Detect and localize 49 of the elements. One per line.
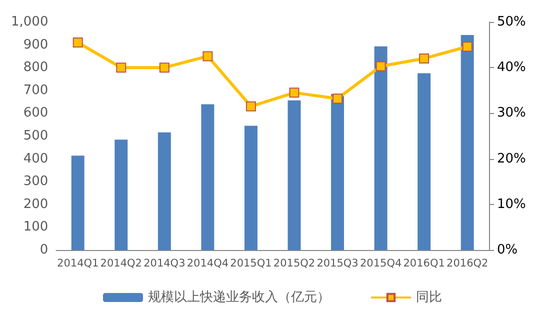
point <box>116 62 126 73</box>
y2-tick-label: 40% <box>497 60 526 76</box>
bar <box>460 34 474 250</box>
y-tick-label: 500 <box>23 128 48 144</box>
point <box>419 53 430 64</box>
x-tick-label: 2016Q1 <box>403 258 445 270</box>
x-tick-label: 2015Q1 <box>230 258 272 270</box>
bar <box>201 104 214 250</box>
y2-tick-label: 0% <box>497 242 518 258</box>
point <box>246 101 256 112</box>
point <box>289 88 300 98</box>
point <box>72 38 83 48</box>
y-tick-label: 200 <box>23 196 48 212</box>
y-tick-label: 600 <box>23 106 48 121</box>
bar <box>374 46 388 250</box>
x-tick-label: 2016Q2 <box>446 258 488 270</box>
y2-tick-label: 30% <box>497 106 526 121</box>
point <box>332 94 343 104</box>
bar <box>418 73 431 250</box>
point <box>202 51 213 62</box>
x-tick-label: 2015Q3 <box>316 258 358 270</box>
bar <box>288 100 301 250</box>
point <box>462 42 472 52</box>
x-tick-label: 2014Q2 <box>100 258 142 270</box>
x-tick-label: 2015Q4 <box>360 258 402 270</box>
y-tick-label: 400 <box>23 151 48 166</box>
x-tick-label: 2014Q1 <box>57 258 99 270</box>
y2-tick-label: 20% <box>497 151 526 166</box>
bar <box>331 94 344 250</box>
y-tick-label: 100 <box>23 220 48 235</box>
point <box>159 62 170 73</box>
y-tick-label: 700 <box>23 82 48 98</box>
y2-tick-label: 10% <box>497 196 526 212</box>
legend-label: 规模以上快递业务收入（亿元） <box>148 290 330 305</box>
bar <box>244 126 258 250</box>
point <box>376 61 386 72</box>
bar <box>158 132 171 250</box>
x-tick-label: 2014Q4 <box>186 258 229 270</box>
bar <box>114 140 128 250</box>
y2-tick-label: 50% <box>497 14 526 30</box>
legend-label: 同比 <box>416 290 442 305</box>
x-tick-label: 2014Q3 <box>144 258 186 270</box>
bar <box>71 156 84 250</box>
y-tick-label: 1,000 <box>11 14 48 30</box>
y-tick-label: 300 <box>23 174 48 190</box>
y-tick-label: 900 <box>23 37 48 52</box>
x-tick-label: 2015Q2 <box>273 258 316 270</box>
y-tick-label: 0 <box>40 242 48 258</box>
y-tick-label: 800 <box>23 60 48 76</box>
